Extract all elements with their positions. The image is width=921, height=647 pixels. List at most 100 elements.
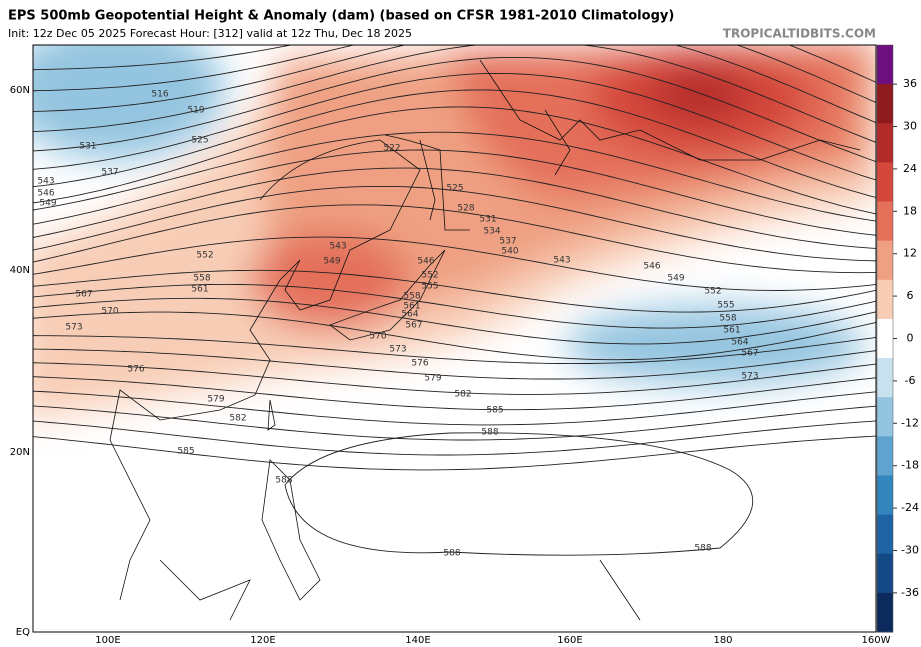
lon-label: 160E	[557, 635, 582, 646]
contour-label: 552	[196, 251, 213, 261]
colorbar-tick-label: -24	[901, 501, 919, 514]
colorbar-bin	[877, 318, 893, 359]
lon-label: 180	[713, 635, 732, 646]
contour-label: 576	[411, 359, 428, 369]
contour-label: 537	[499, 237, 516, 247]
contour-label: 546	[643, 262, 660, 272]
contour-line	[33, 297, 876, 345]
colorbar-tick-label: 36	[903, 77, 917, 90]
contour-label: 564	[731, 338, 748, 348]
contour-label: 552	[421, 271, 438, 281]
colorbar-bin	[877, 123, 893, 163]
contour-label: 588	[694, 544, 711, 554]
colorbar-tick-label: 18	[903, 204, 917, 217]
contour-line	[33, 204, 876, 274]
contour-label: 528	[457, 204, 474, 214]
contour-label: 558	[719, 314, 736, 324]
anomaly-shading	[33, 45, 876, 418]
contour-label: 576	[127, 365, 144, 375]
contour-label: 585	[486, 406, 503, 416]
lon-label: 140E	[405, 635, 430, 646]
colorbar-bin	[877, 84, 893, 124]
colorbar-tick-label: -6	[905, 374, 916, 387]
colorbar-bin	[877, 162, 893, 203]
contour-label: 573	[65, 323, 82, 333]
colorbar: 36 30 24 18 12 6 0 -6 -12 -18 -24 -30 -36	[876, 44, 919, 633]
contour-line	[33, 149, 876, 236]
contour-labels: 5165195255315375435465495225255285315345…	[37, 90, 758, 559]
contour-label: 525	[191, 136, 208, 146]
contour-label: 567	[741, 349, 758, 359]
title: EPS 500mb Geopotential Height & Anomaly …	[8, 9, 674, 24]
contour-label: 573	[389, 345, 406, 355]
colorbar-bin	[877, 358, 893, 398]
contour-line	[33, 185, 876, 262]
colorbar-bin	[877, 436, 893, 476]
height-contours	[33, 45, 876, 556]
contour-line	[33, 390, 876, 426]
contour-line	[33, 131, 876, 222]
contour-label: 531	[479, 215, 496, 225]
contour-label: 552	[704, 287, 721, 297]
colorbar-bin	[877, 514, 893, 555]
contour-label: 579	[207, 395, 224, 405]
contour-label: 534	[483, 227, 500, 237]
colorbar-bin	[877, 45, 893, 85]
contour-line	[284, 432, 754, 556]
contour-line	[33, 236, 876, 291]
contour-label: 570	[101, 307, 118, 317]
map-area: 5165195255315375435465495225255285315345…	[33, 45, 876, 632]
contour-line	[33, 435, 876, 471]
contour-label: 543	[329, 242, 346, 252]
coastlines	[109, 59, 861, 621]
contour-label: 540	[501, 247, 518, 257]
contour-label: 588	[443, 549, 460, 559]
contour-label: 558	[193, 274, 210, 284]
colorbar-tick-label: 12	[903, 247, 917, 260]
contour-line	[33, 45, 876, 143]
contour-label: 582	[229, 414, 246, 424]
colorbar-tick-label: -30	[901, 543, 919, 556]
contour-line	[33, 269, 876, 313]
colorbar-bin	[877, 201, 893, 242]
contour-label: 546	[417, 257, 434, 267]
contour-label: 582	[454, 390, 471, 400]
colorbar-tick-label: -12	[901, 416, 919, 429]
contour-line	[33, 420, 876, 456]
contour-label: 588	[275, 476, 292, 486]
map-frame	[32, 44, 877, 633]
colorbar-bin	[877, 592, 893, 633]
contour-label: 543	[37, 177, 54, 187]
lon-labels: 100E 120E 140E 160E 180 160W	[95, 635, 890, 646]
contour-label: 519	[187, 106, 204, 116]
contour-line	[33, 335, 876, 365]
colorbar-tick-label: 0	[907, 332, 914, 345]
lat-label: EQ	[16, 627, 30, 638]
colorbar-bin	[877, 397, 893, 437]
contour-line	[33, 376, 876, 411]
source: TROPICALTIDBITS.COM	[723, 27, 876, 41]
contour-line	[33, 167, 876, 249]
contour-label: 573	[741, 372, 758, 382]
contour-line	[33, 56, 876, 163]
lon-label: 120E	[250, 635, 275, 646]
contour-label: 567	[75, 290, 92, 300]
contour-line	[33, 45, 876, 104]
contour-label: 567	[405, 321, 422, 331]
colorbar-tick-label: 6	[907, 289, 914, 302]
subtitle: Init: 12z Dec 05 2025 Forecast Hour: [31…	[8, 27, 412, 40]
contour-line	[33, 89, 876, 198]
lat-label: 40N	[10, 265, 30, 276]
contour-label: 549	[667, 274, 684, 284]
contour-line	[33, 45, 876, 124]
contour-label: 537	[101, 168, 118, 178]
contour-line	[33, 45, 876, 83]
contour-label: 561	[191, 285, 208, 295]
contour-label: 561	[723, 326, 740, 336]
colorbar-tick-label: -36	[901, 586, 919, 599]
contour-label: 549	[39, 199, 56, 209]
contour-line	[33, 283, 876, 329]
contour-label: 531	[79, 142, 96, 152]
contour-label: 558	[403, 292, 420, 302]
